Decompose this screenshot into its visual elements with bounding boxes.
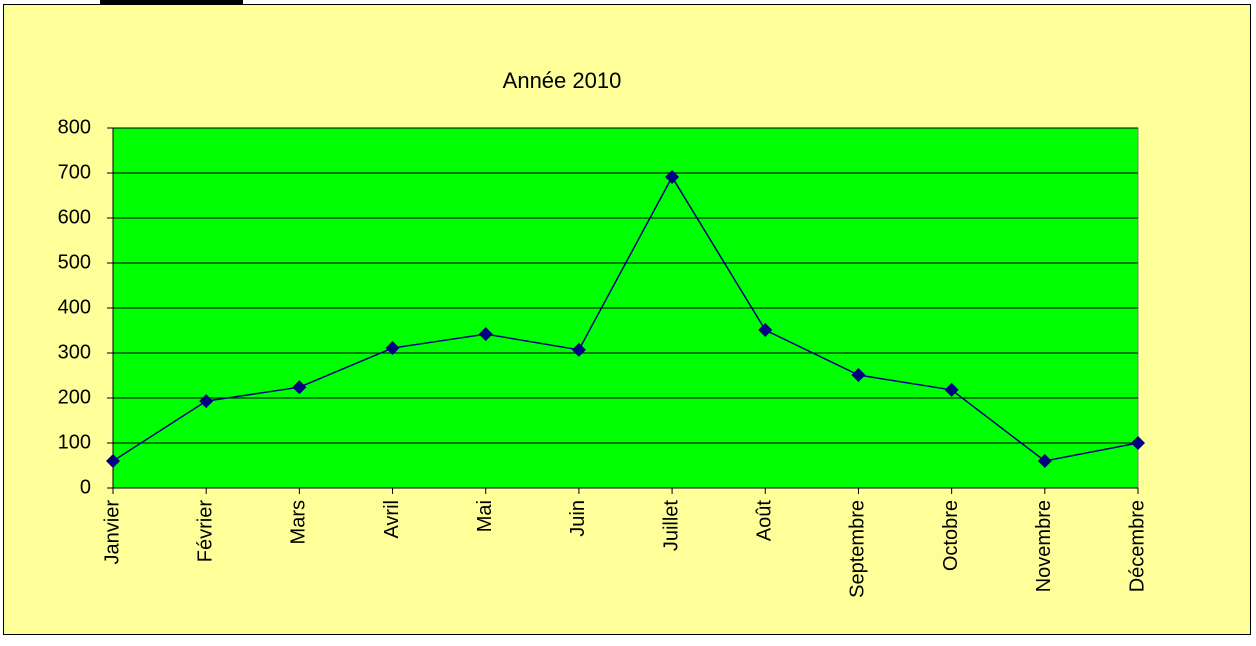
series-line — [112, 175, 1139, 462]
x-tick-label: Octobre — [940, 500, 962, 571]
marker — [292, 380, 307, 395]
x-tick-label: Mai — [474, 500, 496, 532]
marker — [385, 341, 400, 356]
marker — [665, 170, 680, 185]
y-tick-label: 0 — [80, 476, 91, 498]
chart-title: Année 2010 — [503, 68, 622, 93]
marker — [758, 323, 773, 338]
marker — [1037, 454, 1052, 468]
marker — [571, 342, 586, 357]
x-tick-label: Février — [194, 500, 216, 563]
x-tick-label: Août — [754, 500, 776, 542]
x-tick-label: Juillet — [660, 500, 682, 552]
x-tick-label: Novembre — [1033, 500, 1055, 592]
x-tick-label: Avril — [381, 500, 403, 539]
y-tick-label: 400 — [58, 296, 91, 318]
x-tick-label: Décembre — [1126, 500, 1148, 592]
marker — [944, 382, 959, 397]
x-tick-label: Juin — [567, 500, 589, 537]
marker — [199, 394, 214, 409]
y-tick-label: 600 — [58, 206, 91, 228]
marker — [106, 454, 120, 468]
y-tick-label: 500 — [58, 251, 91, 273]
marker — [478, 327, 493, 342]
y-tick-label: 100 — [58, 431, 91, 453]
x-tick-label: Mars — [288, 500, 310, 544]
y-tick-label: 300 — [58, 341, 91, 363]
x-tick-label: Septembre — [847, 500, 869, 598]
marker — [1131, 436, 1145, 450]
y-tick-label: 800 — [58, 116, 91, 138]
top-bar — [100, 0, 243, 4]
y-tick-label: 200 — [58, 386, 91, 408]
marker — [851, 368, 866, 383]
y-tick-label: 700 — [58, 161, 91, 183]
x-tick-label: Janvier — [101, 500, 123, 565]
